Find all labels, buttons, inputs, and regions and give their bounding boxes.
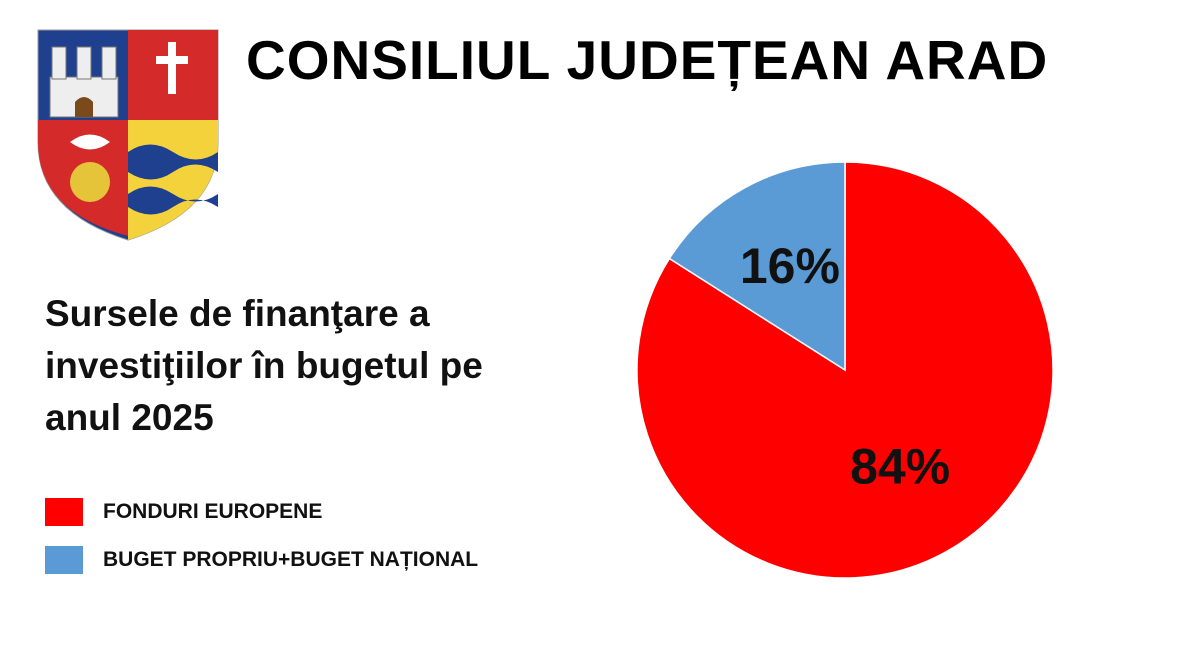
legend-label: BUGET PROPRIU+BUGET NAȚIONAL [103, 548, 479, 571]
legend-item: BUGET PROPRIU+BUGET NAȚIONAL [45, 546, 478, 574]
header-title: CONSILIUL JUDEȚEAN ARAD [246, 29, 1049, 91]
chart-title: Sursele de finanţare a investiţiilor în … [45, 293, 483, 438]
legend-swatch [45, 498, 83, 526]
slice-label: 16% [740, 238, 840, 294]
legend-label: FONDURI EUROPENE [103, 500, 323, 523]
pie-slice [668, 161, 846, 372]
legend-swatch [45, 546, 83, 574]
slice-label: 84% [850, 438, 950, 494]
coat-of-arms [37, 29, 219, 241]
legend-item: FONDURI EUROPENE [45, 498, 322, 526]
